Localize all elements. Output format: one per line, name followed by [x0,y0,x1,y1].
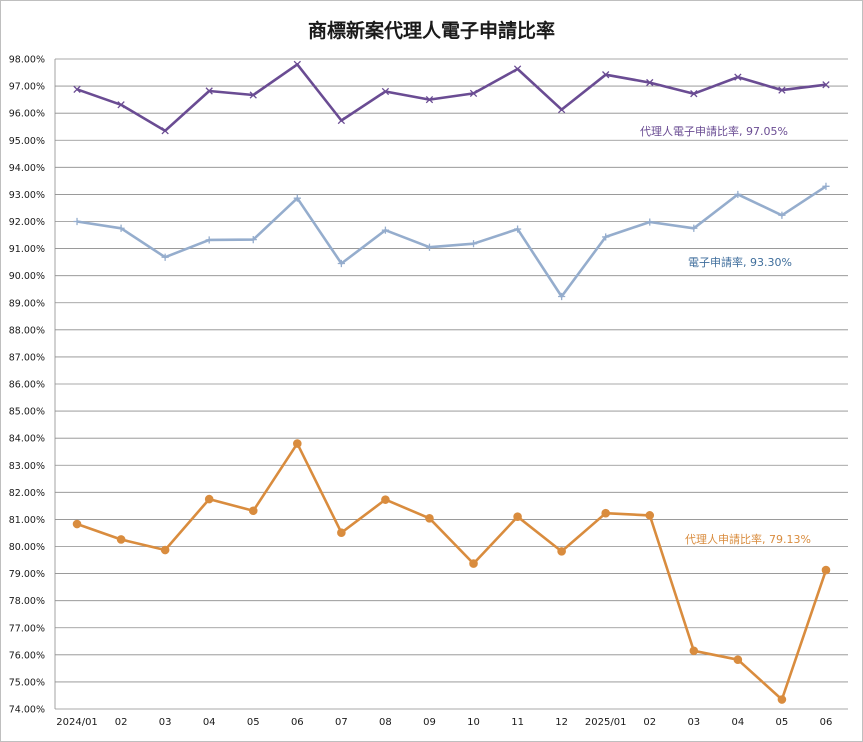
x-tick-label: 05 [776,717,789,728]
y-tick-label: 98.00% [9,55,45,66]
y-tick-label: 93.00% [9,190,45,201]
data-point [426,515,434,523]
data-point [117,536,125,544]
series-line [77,186,826,296]
data-point [294,440,302,448]
x-tick-label: 10 [467,717,480,728]
data-point [205,495,213,503]
data-point [646,218,653,225]
series-data-labels: 代理人電子申請比率, 97.05% 電子申請率, 93.30% 代理人申請比率, 7… [640,124,811,546]
x-tick-label: 04 [203,717,216,728]
y-tick-label: 76.00% [9,650,45,661]
y-tick-label: 96.00% [9,109,45,120]
y-tick-label: 92.00% [9,217,45,228]
x-tick-label: 02 [643,717,656,728]
y-axis-tick-labels: 74.00% 75.00% 76.00% 77.00% 78.00% 79.00% 80.0… [9,55,45,716]
data-point [646,512,654,520]
y-tick-label: 84.00% [9,434,45,445]
y-tick-label: 79.00% [9,569,45,580]
x-axis-tick-labels: 2024/01 02 03 04 05 06 07 08 09 10 11 12 2025/01 02 03… [56,717,832,728]
series-label: 代理人電子申請比率, 97.05% [640,124,788,138]
y-tick-label: 97.00% [9,82,45,93]
x-tick-label: 12 [555,717,568,728]
series-label: 代理人申請比率, 79.13% [685,532,811,546]
data-point [470,560,478,568]
data-point [161,546,169,554]
x-tick-label: 08 [379,717,392,728]
data-point [734,656,742,664]
data-point [822,566,830,574]
y-tick-label: 82.00% [9,488,45,499]
y-tick-label: 78.00% [9,596,45,607]
series-line [77,444,826,700]
data-point [249,507,257,515]
y-tick-label: 95.00% [9,136,45,147]
y-tick-label: 86.00% [9,380,45,391]
data-point [514,513,522,521]
series-lines [73,61,830,703]
data-point [602,509,610,517]
y-tick-label: 91.00% [9,244,45,255]
y-tick-label: 74.00% [9,705,45,716]
data-point [558,106,564,112]
x-tick-label: 06 [820,717,833,728]
y-tick-label: 75.00% [9,677,45,688]
x-tick-label: 05 [247,717,260,728]
y-tick-label: 87.00% [9,352,45,363]
x-tick-label: 02 [115,717,128,728]
x-tick-label: 09 [423,717,436,728]
x-tick-label: 03 [687,717,700,728]
y-tick-label: 83.00% [9,461,45,472]
data-point [778,696,786,704]
data-point [470,240,477,247]
series-1 [74,61,829,134]
data-point [558,548,566,556]
y-tick-label: 80.00% [9,542,45,553]
data-point [73,218,80,225]
y-tick-label: 94.00% [9,163,45,174]
x-tick-label: 07 [335,717,348,728]
data-point [73,520,81,528]
series-2 [73,183,829,300]
y-tick-label: 90.00% [9,271,45,282]
series-3 [73,440,830,704]
series-line [77,64,826,130]
x-tick-label: 03 [159,717,172,728]
y-tick-label: 89.00% [9,298,45,309]
x-tick-label: 2024/01 [56,717,98,728]
data-point [206,236,213,243]
y-tick-label: 81.00% [9,515,45,526]
x-tick-label: 11 [511,717,524,728]
data-point [338,529,346,537]
data-point [690,647,698,655]
gridlines [55,59,848,709]
x-tick-label: 04 [731,717,744,728]
data-point [382,496,390,504]
x-tick-label: 2025/01 [585,717,627,728]
data-point [426,244,433,251]
y-tick-label: 77.00% [9,623,45,634]
y-tick-label: 85.00% [9,407,45,418]
series-label: 電子申請率, 93.30% [688,255,792,269]
x-tick-label: 06 [291,717,304,728]
y-tick-label: 88.00% [9,325,45,336]
